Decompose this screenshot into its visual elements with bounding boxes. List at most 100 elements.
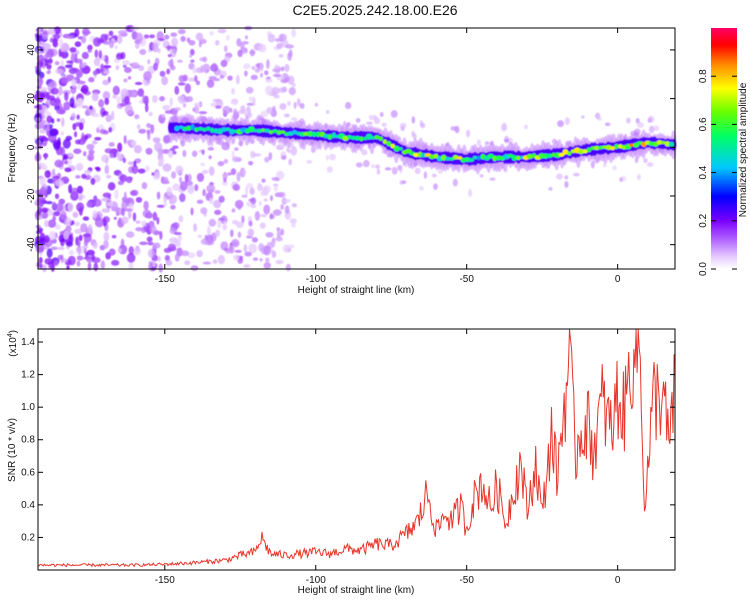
noise-speckle: [130, 190, 138, 196]
noise-speckle: [164, 110, 172, 114]
noise-speckle: [43, 137, 50, 142]
noise-speckle: [266, 107, 275, 114]
noise-speckle: [149, 224, 157, 234]
noise-speckle: [235, 74, 240, 85]
noise-speckle: [165, 259, 173, 266]
noise-speckle: [156, 191, 161, 200]
noise-speckle: [237, 204, 242, 210]
noise-speckle: [189, 54, 193, 58]
ridge-core: [656, 140, 663, 145]
snr-x-axis-label: Height of straight line (km): [298, 585, 415, 596]
noise-speckle: [179, 181, 188, 191]
noise-speckle: [189, 48, 195, 56]
noise-speckle: [156, 216, 160, 225]
noise-speckle: [259, 62, 264, 72]
noise-speckle: [437, 169, 443, 174]
ridge-core: [558, 152, 565, 157]
noise-speckle: [170, 204, 176, 210]
noise-speckle: [266, 59, 270, 69]
noise-speckle: [36, 42, 46, 46]
noise-speckle: [128, 246, 135, 255]
colorbar-tick-label: 0.0: [698, 262, 709, 276]
noise-speckle: [75, 246, 85, 255]
noise-speckle: [217, 218, 222, 229]
noise-speckle: [51, 118, 55, 124]
noise-speckle: [227, 75, 233, 81]
noise-speckle: [200, 238, 208, 245]
noise-speckle: [371, 164, 375, 168]
noise-speckle: [231, 87, 235, 95]
noise-speckle: [37, 54, 45, 63]
noise-speckle: [431, 173, 437, 178]
noise-speckle: [572, 172, 580, 177]
noise-speckle: [117, 180, 124, 186]
noise-speckle: [217, 161, 225, 167]
ridge-core: [292, 130, 298, 135]
noise-speckle: [61, 76, 70, 84]
noise-speckle: [217, 254, 225, 265]
noise-speckle: [122, 157, 126, 163]
noise-speckle: [109, 153, 114, 159]
noise-speckle: [52, 37, 58, 47]
noise-speckle: [275, 170, 285, 180]
x-tick-label: -100: [306, 274, 326, 285]
noise-speckle: [143, 71, 152, 81]
noise-speckle: [188, 40, 196, 46]
noise-speckle: [169, 200, 174, 205]
noise-speckle: [231, 219, 239, 225]
spectrogram-panel: -150 -100 -50 0 -40 -20 0 20 40 Height of strai…: [7, 24, 677, 296]
noise-speckle: [56, 246, 65, 251]
noise-speckle: [104, 164, 110, 175]
noise-speckle: [126, 252, 136, 263]
ridge-core: [374, 135, 380, 140]
noise-speckle: [42, 142, 47, 147]
noise-speckle: [68, 183, 73, 194]
ridge-core: [390, 143, 396, 149]
ridge-core: [264, 128, 271, 133]
noise-speckle: [98, 49, 103, 59]
ridge-core: [280, 130, 286, 134]
noise-speckle: [177, 95, 185, 102]
noise-speckle: [227, 172, 232, 176]
noise-speckle: [134, 114, 140, 120]
noise-speckle: [236, 171, 241, 182]
noise-speckle: [113, 216, 117, 220]
noise-speckle: [433, 183, 438, 190]
noise-speckle: [283, 198, 291, 203]
noise-speckle: [195, 80, 201, 86]
noise-speckle: [95, 167, 101, 172]
noise-speckle: [175, 165, 184, 175]
noise-speckle: [48, 231, 56, 241]
noise-speckle: [92, 37, 102, 47]
noise-speckle: [125, 24, 135, 33]
noise-speckle: [190, 207, 194, 216]
noise-speckle: [171, 37, 179, 48]
noise-speckle: [243, 244, 248, 253]
noise-speckle: [234, 249, 242, 253]
noise-speckle: [75, 122, 81, 127]
noise-speckle: [244, 35, 249, 40]
noise-speckle: [72, 211, 79, 218]
noise-speckle: [285, 263, 291, 272]
noise-speckle: [55, 68, 64, 75]
noise-speckle: [176, 59, 183, 63]
noise-speckle: [479, 174, 484, 178]
noise-speckle: [119, 174, 128, 183]
noise-speckle: [36, 139, 42, 148]
noise-speckle: [143, 200, 149, 211]
noise-speckle: [177, 233, 182, 242]
noise-speckle: [248, 96, 254, 102]
noise-speckle: [35, 122, 44, 129]
noise-speckle: [132, 212, 137, 222]
noise-speckle: [169, 147, 176, 152]
noise-speckle: [283, 113, 290, 118]
noise-speckle: [243, 110, 249, 115]
noise-speckle: [280, 79, 289, 84]
noise-speckle: [221, 180, 228, 186]
noise-speckle: [191, 150, 198, 157]
noise-speckle: [104, 148, 114, 154]
y-tick-label: 0.2: [21, 532, 35, 543]
noise-speckle: [37, 201, 43, 207]
noise-speckle: [76, 255, 84, 261]
noise-speckle: [564, 175, 569, 180]
